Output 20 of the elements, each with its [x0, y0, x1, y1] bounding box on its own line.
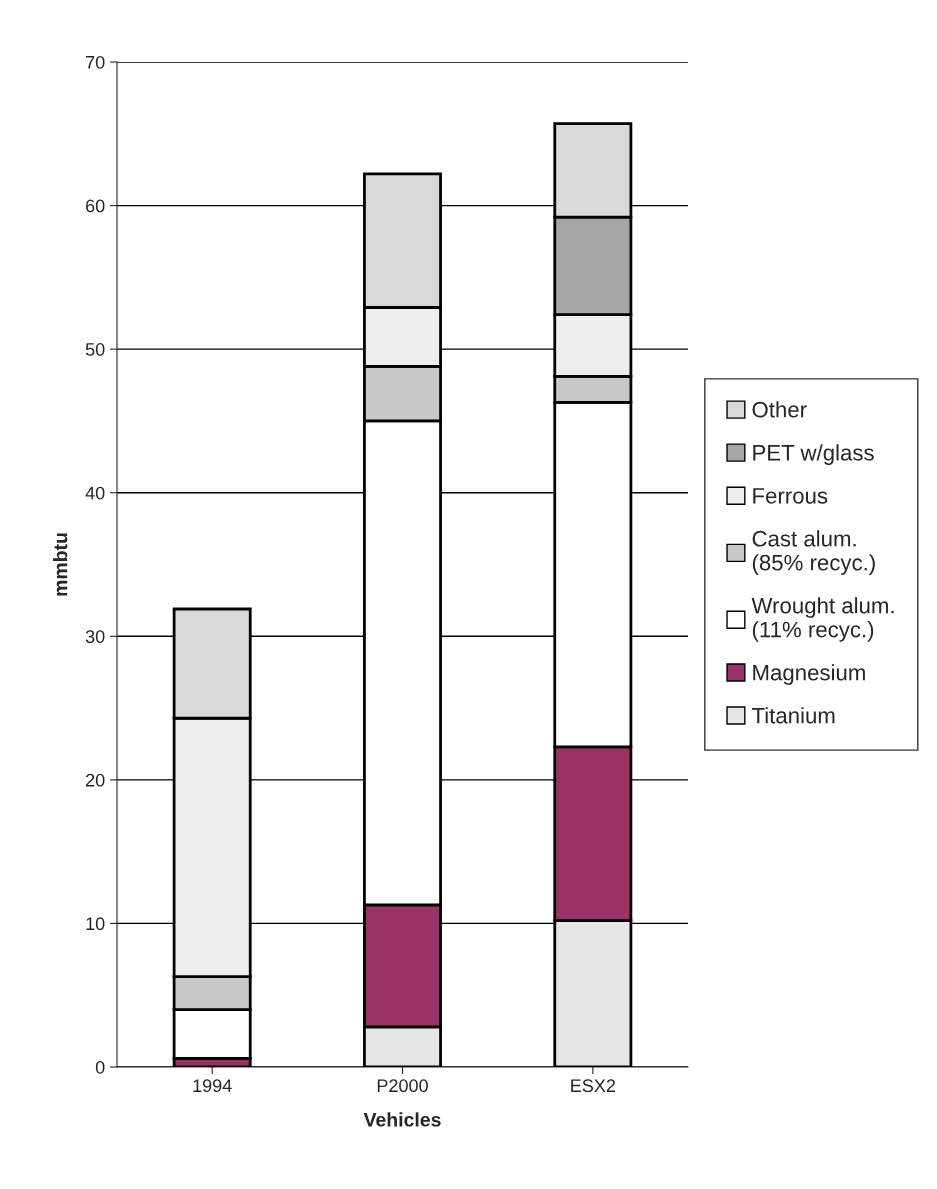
legend-label: Titanium	[751, 707, 835, 724]
y-tick-label: 0	[95, 1060, 105, 1074]
legend-label: PET w/glass	[753, 444, 874, 465]
legend-label: Cast alum. (85% recyc.)	[752, 530, 875, 575]
legend-label: Ferrous	[753, 488, 828, 504]
legend-label: Other	[752, 401, 807, 418]
x-tick-label: P2000	[377, 1079, 428, 1093]
y-tick-label: 70	[86, 55, 105, 69]
y-tick-label: 50	[85, 343, 105, 356]
y-tick-label: 60	[86, 199, 105, 213]
legend-label: Magnesium	[753, 664, 865, 685]
y-tick-label: 20	[86, 773, 105, 787]
y-tick-label: 30	[85, 630, 105, 644]
x-tick-label: ESX2	[571, 1079, 616, 1093]
legend-label: Wrought alum. (11% recyc.)	[751, 597, 894, 642]
x-axis-title: Vehicles	[363, 1112, 441, 1127]
y-tick-label: 10	[86, 917, 105, 931]
y-tick-label: 40	[85, 486, 105, 500]
x-tick-label: 1994	[193, 1079, 232, 1093]
y-axis-title: mmbtu	[53, 533, 68, 596]
